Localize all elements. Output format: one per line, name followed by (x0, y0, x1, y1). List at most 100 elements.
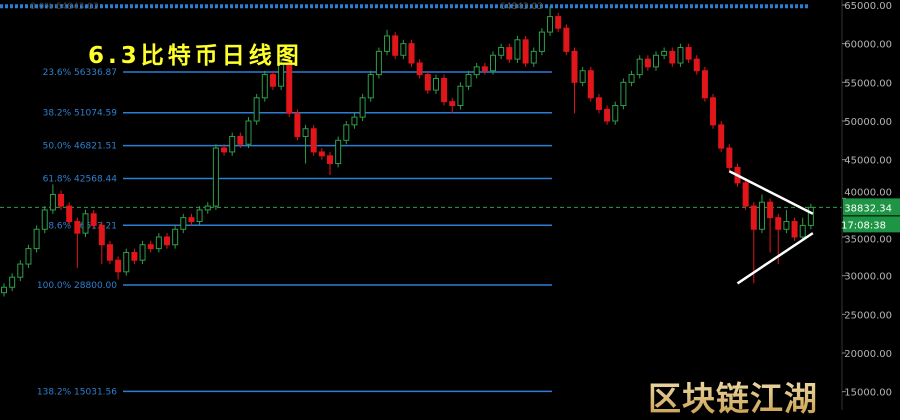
current-price-box (843, 198, 900, 216)
current-price-label: 38832.34 (844, 203, 892, 214)
countdown-label: 17:08:38 (841, 220, 886, 231)
candle-body (90, 213, 97, 226)
candle-body (473, 66, 480, 76)
candle-body (9, 276, 16, 288)
candle-body (514, 39, 521, 60)
candle-body (351, 116, 358, 126)
candle-body (310, 128, 317, 153)
candle-body (490, 54, 496, 72)
triangle-lower-line (736, 232, 814, 285)
candle-body (269, 74, 276, 87)
candle-body (367, 74, 374, 99)
candle-body (58, 193, 65, 207)
candle-body (155, 236, 162, 250)
candle-body (1, 286, 7, 294)
candle-body (758, 201, 765, 230)
candle-body (718, 124, 725, 149)
candle-body (196, 209, 203, 223)
axis-tick-label: 15000.00 (844, 388, 892, 399)
axis-tick-label: 60000.00 (844, 40, 892, 51)
candle-body (498, 47, 505, 56)
candle-body (416, 62, 423, 76)
triangle-upper-line (728, 170, 814, 215)
countdown-box (843, 216, 900, 233)
axis-tick-label: 30000.00 (844, 272, 892, 283)
candle-body (424, 74, 431, 91)
candle-body (123, 251, 130, 273)
candle-body (237, 135, 244, 145)
candle-body (612, 105, 619, 122)
candle-body (221, 147, 228, 153)
candle-body (441, 77, 448, 103)
candle-body (66, 205, 73, 223)
candle-body (432, 77, 439, 91)
candle-body (701, 70, 708, 99)
candle-body (164, 236, 170, 246)
candle-body (139, 244, 146, 261)
candle-body (636, 58, 643, 76)
candle-body (318, 151, 325, 157)
candle-body (595, 97, 602, 110)
candle-body (547, 16, 554, 33)
candle-body (669, 50, 676, 64)
candle-body (783, 221, 790, 230)
watermark: 区块链江湖 (648, 372, 818, 420)
candle-body (710, 97, 717, 126)
price-axis: 65000.00 60000.00 55000.00 50000.00 45000.00… (841, 0, 900, 410)
candle-body (677, 47, 684, 64)
candle-body (33, 228, 40, 250)
candle-body (294, 112, 301, 137)
axis-tick-label: 45000.00 (844, 156, 892, 167)
candle-body (392, 35, 399, 56)
fib-label: 0.0% 64843.03 (30, 2, 99, 12)
fib-label: 23.6% 56336.87 (43, 68, 117, 78)
candle-body (106, 244, 113, 261)
candle-body (286, 62, 293, 114)
candle-body (408, 43, 415, 64)
candle-body (188, 217, 195, 223)
candle-body (17, 263, 24, 278)
fib-label: 50.0% 46821.51 (43, 142, 117, 152)
candle-body (25, 248, 32, 265)
candle-body (278, 62, 285, 87)
candle-body (742, 182, 749, 207)
axis-tick-label: 50000.00 (844, 117, 892, 128)
candle-body (172, 228, 179, 246)
candle-body (579, 70, 586, 83)
candle-body (750, 205, 757, 230)
candle-body (212, 147, 219, 207)
candle-body (644, 58, 651, 68)
candle-body (685, 47, 692, 60)
candle-body (465, 74, 472, 87)
candle-body (229, 135, 236, 153)
candle-body (571, 50, 578, 83)
candle-body (775, 217, 782, 230)
fibonacci-levels: 0.0% 64843.03 64843.03 23.6% 56336.87 38.2%… (0, 2, 842, 397)
fib-label: 100.0% 28800.00 (37, 281, 117, 291)
candle-body (253, 97, 260, 122)
axis-tick-label: 35000.00 (844, 234, 892, 245)
candle-body (384, 35, 391, 52)
candle-body (530, 50, 537, 64)
candle-body (180, 217, 187, 230)
candle-body (791, 221, 798, 238)
candle-body (261, 74, 268, 99)
chart-title: 6.3比特币日线图 (88, 43, 303, 69)
candle-body (49, 193, 56, 211)
fib-label: 61.8% 42568.44 (43, 174, 118, 184)
candle-body (620, 81, 627, 107)
candle-body (302, 128, 309, 137)
candle-body (799, 224, 806, 238)
candle-body (653, 54, 659, 68)
candle-body (807, 206, 814, 226)
axis-tick-label: 20000.00 (844, 349, 892, 360)
candle-body (726, 147, 733, 168)
candle-body (327, 155, 333, 165)
candle-body (693, 58, 700, 72)
candle-body (400, 43, 407, 56)
candle-body (555, 16, 562, 29)
candle-body (628, 74, 635, 83)
axis-tick-label: 65000.00 (844, 1, 892, 12)
candle-body (457, 85, 464, 107)
axis-tick-label: 25000.00 (844, 310, 892, 321)
